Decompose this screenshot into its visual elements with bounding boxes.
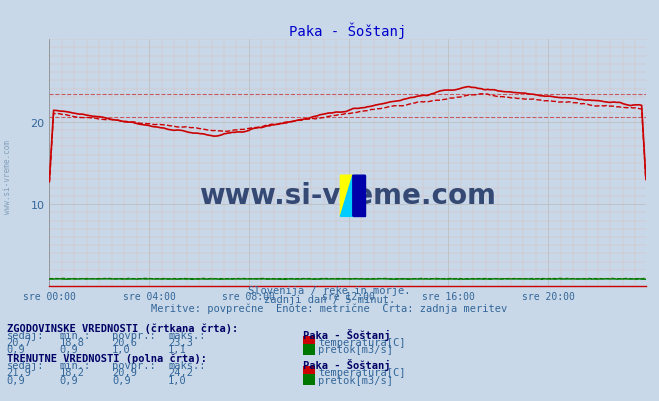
Text: Slovenija / reke in morje.: Slovenija / reke in morje. xyxy=(248,286,411,296)
Text: 0,9: 0,9 xyxy=(7,375,25,385)
Text: ZGODOVINSKE VREDNOSTI (črtkana črta):: ZGODOVINSKE VREDNOSTI (črtkana črta): xyxy=(7,322,238,333)
Text: maks.:: maks.: xyxy=(168,360,206,370)
Title: Paka - Šoštanj: Paka - Šoštanj xyxy=(289,22,406,39)
Text: povpr.:: povpr.: xyxy=(112,330,156,340)
Text: TRENUTNE VREDNOSTI (polna črta):: TRENUTNE VREDNOSTI (polna črta): xyxy=(7,352,206,363)
Text: Paka - Šoštanj: Paka - Šoštanj xyxy=(303,358,391,370)
Text: 1,1: 1,1 xyxy=(168,344,186,354)
Text: 1,0: 1,0 xyxy=(112,344,130,354)
Text: 23,3: 23,3 xyxy=(168,337,193,347)
Text: 20,9: 20,9 xyxy=(112,367,137,377)
Text: temperatura[C]: temperatura[C] xyxy=(318,337,406,347)
Text: 1,0: 1,0 xyxy=(168,375,186,385)
Text: www.si-vreme.com: www.si-vreme.com xyxy=(3,140,13,213)
Text: zadnji dan / 5 minut.: zadnji dan / 5 minut. xyxy=(264,294,395,304)
Text: min.:: min.: xyxy=(59,330,90,340)
Text: 0,9: 0,9 xyxy=(59,344,78,354)
Text: Paka - Šoštanj: Paka - Šoštanj xyxy=(303,328,391,340)
Text: maks.:: maks.: xyxy=(168,330,206,340)
Text: pretok[m3/s]: pretok[m3/s] xyxy=(318,375,393,385)
Text: min.:: min.: xyxy=(59,360,90,370)
Polygon shape xyxy=(353,176,365,217)
Text: pretok[m3/s]: pretok[m3/s] xyxy=(318,344,393,354)
Text: 18,8: 18,8 xyxy=(59,337,84,347)
Text: 20,6: 20,6 xyxy=(112,337,137,347)
Text: povpr.:: povpr.: xyxy=(112,360,156,370)
Text: 18,2: 18,2 xyxy=(59,367,84,377)
Polygon shape xyxy=(353,176,365,217)
Text: 20,7: 20,7 xyxy=(7,337,32,347)
Text: temperatura[C]: temperatura[C] xyxy=(318,367,406,377)
Polygon shape xyxy=(340,176,353,217)
Text: 21,9: 21,9 xyxy=(7,367,32,377)
Polygon shape xyxy=(340,176,353,217)
Text: 0,9: 0,9 xyxy=(7,344,25,354)
Text: sedaj:: sedaj: xyxy=(7,360,44,370)
Text: 0,9: 0,9 xyxy=(59,375,78,385)
Text: 0,9: 0,9 xyxy=(112,375,130,385)
Text: sedaj:: sedaj: xyxy=(7,330,44,340)
Text: 24,2: 24,2 xyxy=(168,367,193,377)
Text: www.si-vreme.com: www.si-vreme.com xyxy=(199,182,496,209)
Text: Meritve: povprečne  Enote: metrične  Črta: zadnja meritev: Meritve: povprečne Enote: metrične Črta:… xyxy=(152,301,507,313)
